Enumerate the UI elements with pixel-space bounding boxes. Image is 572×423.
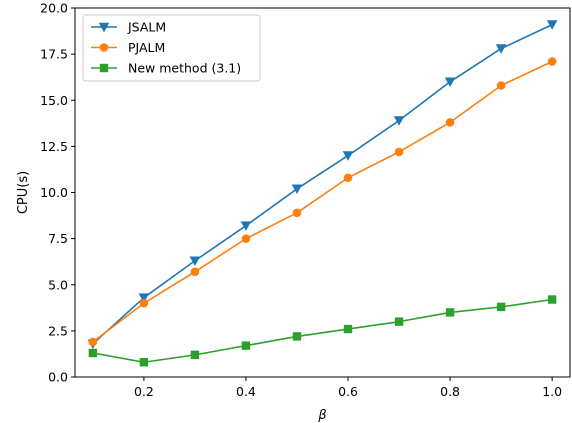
data-point <box>139 298 149 308</box>
y-tick-label: 0.0 <box>48 370 68 385</box>
y-tick-label: 7.5 <box>48 231 68 246</box>
series-new-method-3-1 <box>88 295 557 367</box>
y-axis-label: CPU(s) <box>16 171 31 214</box>
y-tick-label: 2.5 <box>48 323 68 338</box>
y-tick-label: 5.0 <box>48 277 68 292</box>
data-point <box>88 348 98 358</box>
data-point <box>546 20 558 30</box>
data-point <box>292 332 302 341</box>
x-tick-label: 0.4 <box>236 384 256 399</box>
data-point <box>139 358 149 367</box>
data-point <box>445 308 455 317</box>
data-point <box>495 44 507 54</box>
legend-item: New method (3.1) <box>91 61 241 76</box>
data-point <box>138 293 150 303</box>
series-line <box>92 60 553 343</box>
series-line <box>92 23 553 345</box>
legend-marker <box>98 22 110 33</box>
legend-label: New method (3.1) <box>128 61 241 76</box>
data-point <box>241 341 251 350</box>
data-point <box>496 302 506 312</box>
data-point <box>292 208 302 218</box>
data-point <box>444 77 456 87</box>
legend-item: PJALM <box>91 40 165 55</box>
series-pjalm <box>88 57 557 347</box>
data-point <box>342 151 354 161</box>
data-point <box>547 57 557 66</box>
data-point <box>240 221 252 231</box>
y-tick-label: 15.0 <box>40 93 68 108</box>
legend-marker <box>99 63 109 73</box>
data-point <box>394 147 404 157</box>
data-point <box>88 337 98 347</box>
x-tick-label: 0.2 <box>134 384 154 399</box>
x-tick-label: 0.8 <box>440 384 460 399</box>
y-tick-label: 20.0 <box>40 1 68 16</box>
series-line <box>92 298 553 364</box>
legend-box <box>82 14 261 82</box>
data-point <box>189 256 201 266</box>
data-point <box>343 324 353 334</box>
series-jsalm <box>87 20 558 349</box>
x-tick-label: 0.6 <box>338 384 358 399</box>
legend-marker <box>99 43 109 52</box>
legend-item: JSALM <box>91 20 166 35</box>
x-tick-label: 1.0 <box>542 384 562 399</box>
data-point <box>190 350 200 360</box>
data-point <box>394 317 404 326</box>
data-point <box>190 267 200 277</box>
x-axis-label: β <box>317 408 326 423</box>
data-point <box>547 295 557 304</box>
y-tick-label: 12.5 <box>40 139 68 154</box>
axis-ticks: 0.2 0.4 0.6 0.8 1.0 0.0 2.5 5.0 7.5 10.0 12.5 15.0 1… <box>40 1 562 400</box>
legend-label: PJALM <box>128 40 165 55</box>
data-point <box>343 173 353 183</box>
y-tick-label: 10.0 <box>40 185 68 200</box>
data-point <box>241 234 251 243</box>
y-tick-label: 17.5 <box>40 47 68 62</box>
data-point <box>445 118 455 127</box>
legend: JSALM PJALM New method (3.1) <box>82 14 261 82</box>
plot-marks <box>87 20 558 367</box>
data-point <box>496 81 506 90</box>
data-point <box>393 116 405 126</box>
legend-label: JSALM <box>127 20 166 35</box>
data-point <box>291 184 303 195</box>
